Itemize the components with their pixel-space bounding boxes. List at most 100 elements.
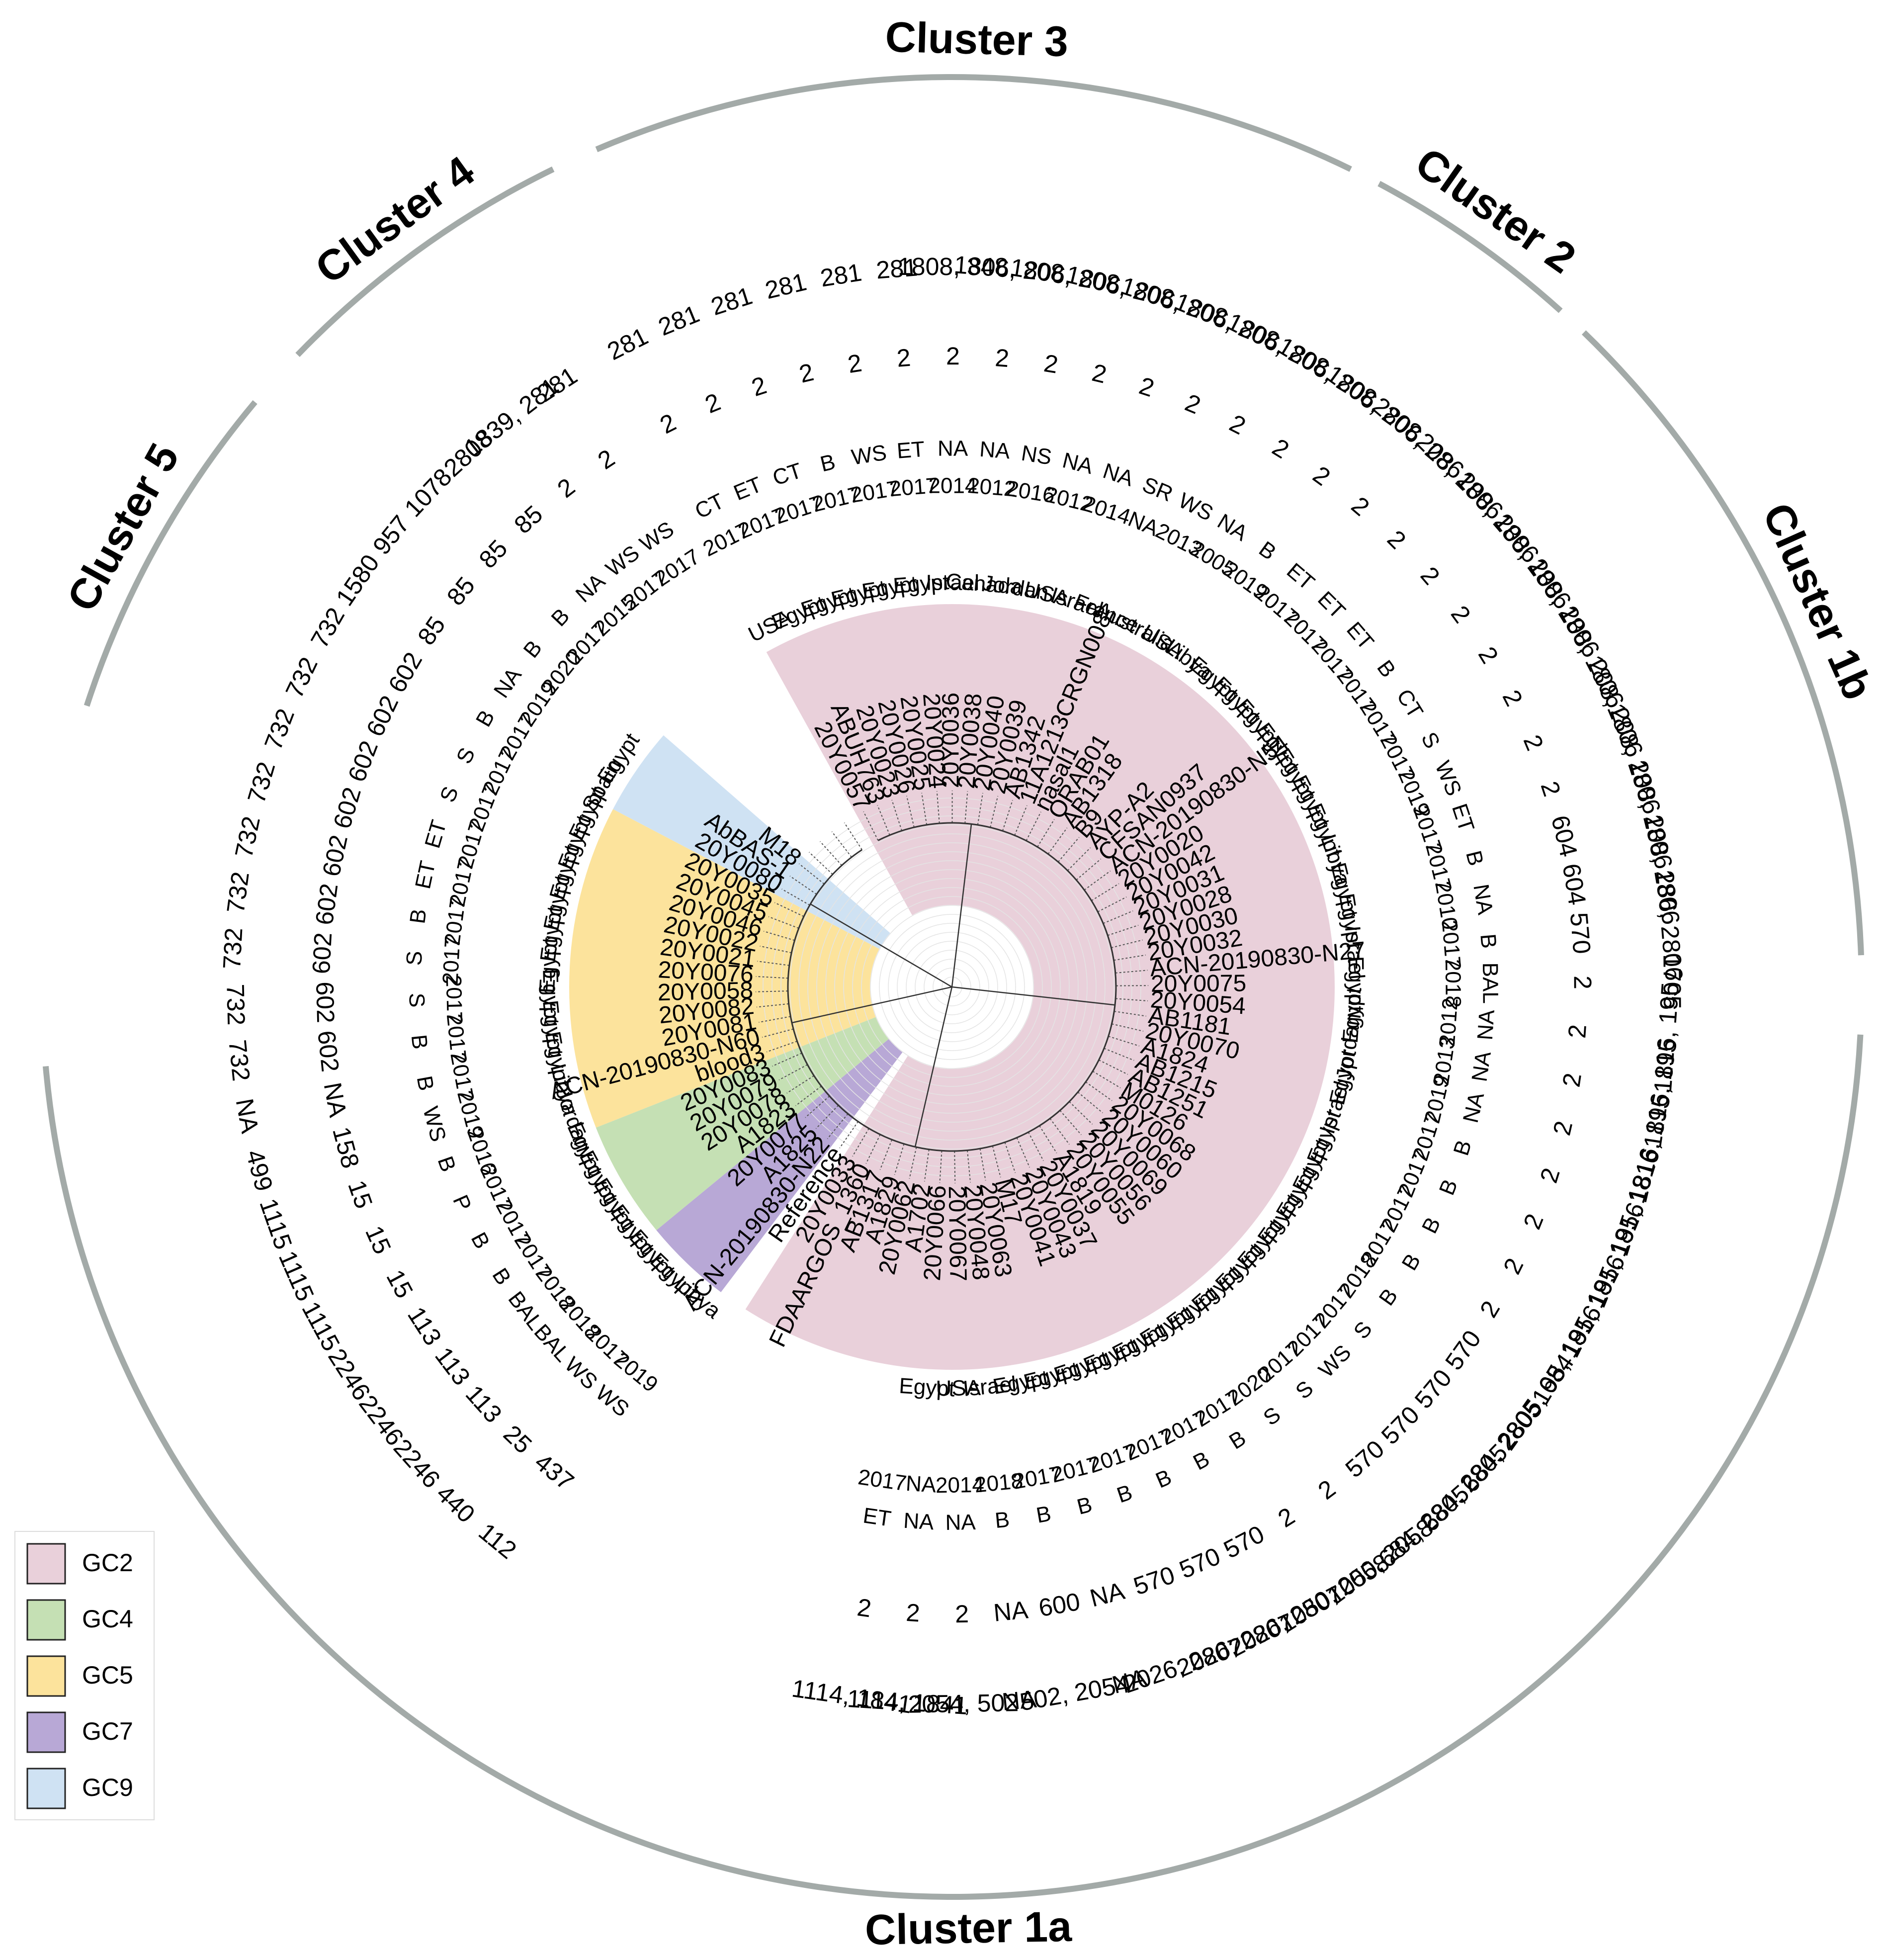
- tree-guide-circle: [825, 860, 1079, 1114]
- source-label: ET: [420, 817, 451, 851]
- legend-swatch: [26, 1711, 66, 1753]
- source-label: ET: [1282, 558, 1319, 595]
- source-label: CT: [691, 489, 728, 524]
- tree-guide-circle: [906, 941, 998, 1033]
- tree-backbone: [787, 822, 1117, 1152]
- isolate-label: 20Y0066: [919, 1184, 951, 1281]
- tree-branch: [894, 1144, 905, 1175]
- source-label: WS: [1430, 757, 1466, 799]
- source-label: B: [1372, 656, 1400, 682]
- tree-branch: [1097, 896, 1127, 912]
- snp-label: 2: [656, 408, 681, 440]
- tree-branch: [1016, 1137, 1030, 1168]
- snp-label: 2: [1498, 1254, 1529, 1279]
- source-label: B: [471, 706, 500, 731]
- source-label: ET: [896, 437, 926, 463]
- tree-branch: [964, 791, 968, 824]
- tree-branch: [939, 1151, 942, 1183]
- source-label: NA: [571, 569, 610, 608]
- tree-branch: [763, 930, 795, 941]
- source-label: ET: [1313, 587, 1350, 624]
- tree-guide-circle: [942, 977, 962, 997]
- snp-label: 602: [317, 832, 353, 879]
- tree-branch: [1076, 858, 1102, 881]
- tree-branch: [756, 976, 788, 979]
- tree-branch: [756, 990, 788, 992]
- tree-branch: [1059, 1110, 1082, 1135]
- cluster-arc: [1377, 180, 1563, 313]
- tree-branch: [1092, 1070, 1121, 1088]
- snp-label: 570: [1440, 1325, 1486, 1375]
- tree-branch: [839, 1121, 859, 1149]
- st-label: 281: [875, 253, 918, 284]
- source-label: B: [1435, 1176, 1462, 1199]
- tree-branch: [844, 822, 862, 850]
- source-label: NS: [1020, 441, 1053, 470]
- snp-label: 2: [856, 1593, 873, 1622]
- source-label: ET: [1342, 618, 1378, 655]
- source-label: NA: [1458, 1090, 1489, 1125]
- cluster-label: Cluster 1a: [864, 1903, 1073, 1954]
- source-label: ET: [861, 1503, 893, 1531]
- snp-label: 25: [498, 1420, 537, 1459]
- snp-label: 2: [1042, 349, 1060, 379]
- tree-branch: [1115, 970, 1148, 974]
- source-label: S: [1349, 1317, 1377, 1343]
- snp-label: 2: [1225, 409, 1250, 441]
- cluster-label: Cluster 1b: [1753, 496, 1882, 707]
- legend-swatch: [26, 1543, 66, 1585]
- tree-branch: [1103, 910, 1133, 924]
- tree-guide-circle: [798, 833, 1106, 1141]
- tree-branch: [1037, 819, 1055, 847]
- tree-branch: [766, 1041, 797, 1053]
- snp-label: 113: [460, 1380, 508, 1428]
- tree-branch: [1091, 883, 1119, 901]
- tree-branch: [1085, 1081, 1113, 1101]
- country-label: Israel: [926, 571, 979, 595]
- st-label: 732: [221, 870, 254, 915]
- tree-branch: [768, 916, 799, 929]
- source-label: WS: [1175, 488, 1217, 526]
- snp-label: 604: [1546, 812, 1583, 859]
- st-label: 1115: [273, 1247, 320, 1306]
- source-label: WS: [560, 1352, 602, 1394]
- tree-branch: [1067, 847, 1091, 871]
- source-label: CT: [770, 458, 805, 491]
- tree-branch: [1026, 811, 1041, 841]
- st-label: 732: [259, 705, 300, 754]
- cluster-arc: [595, 74, 1352, 172]
- snp-label: 2: [1415, 561, 1446, 590]
- tree-branch: [924, 1149, 930, 1182]
- source-label: B: [547, 604, 575, 631]
- sector-gc4: [596, 1017, 889, 1231]
- source-label: NA: [945, 1510, 976, 1535]
- tree-branch: [1047, 827, 1068, 855]
- source-label: S: [404, 992, 429, 1008]
- snp-label: 2: [1313, 1474, 1341, 1505]
- st-label: 281: [708, 281, 756, 321]
- snp-label: 2: [1535, 1164, 1565, 1186]
- source-label: NA: [903, 1509, 935, 1535]
- tree-branch: [1113, 954, 1146, 961]
- tree-guide-circle: [807, 842, 1097, 1132]
- tree-guide-circle: [852, 887, 1052, 1087]
- st-label: 281: [654, 300, 703, 341]
- source-label: B: [405, 907, 431, 925]
- snp-label: 85: [441, 572, 481, 611]
- tree-branch: [1099, 1060, 1128, 1075]
- tree-branch: [760, 945, 792, 954]
- st-label: 1580: [331, 549, 385, 611]
- snp-label: 570: [1376, 1401, 1425, 1450]
- tree-branch: [786, 1075, 814, 1094]
- source-label: NA: [1213, 509, 1252, 546]
- snp-label: 2: [701, 388, 724, 419]
- snp-label: 602: [328, 784, 366, 832]
- source-label: B: [1114, 1480, 1136, 1508]
- source-label: NA: [979, 437, 1011, 464]
- legend-swatch: [26, 1768, 66, 1809]
- tree-branch: [1069, 1101, 1093, 1125]
- tree-branch: [1104, 1048, 1134, 1061]
- snp-label: 570: [1565, 911, 1596, 955]
- st-label: 2054, 502: [908, 1689, 1019, 1718]
- tree-branch: [954, 1151, 956, 1183]
